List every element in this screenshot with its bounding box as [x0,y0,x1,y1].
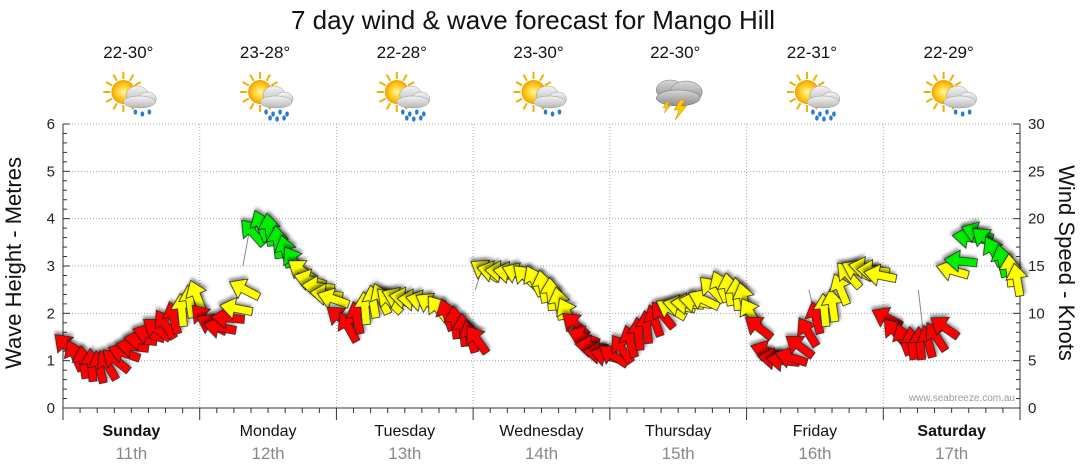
sun-cloud-rain-icon [923,72,977,117]
y-tick-label-left: 4 [47,211,55,228]
day-date-label: 14th [525,444,558,463]
day-date-label: 13th [388,444,421,463]
wind-arrow [210,306,246,330]
storm-cloud-icon [655,79,703,121]
wind-arrow [935,258,970,282]
y-tick-label-left: 3 [47,258,55,275]
chart-title: 7 day wind & wave forecast for Mango Hil… [291,5,775,35]
wind-arrow [785,335,816,360]
wind-arrow [863,263,898,287]
y-tick-label-right: 0 [1028,400,1036,417]
y-tick-label-right: 15 [1028,258,1045,275]
wind-arrow [219,296,254,320]
day-temp-label: 23-30° [513,43,563,62]
day-date-label: 11th [115,444,147,463]
day-name-label: Sunday [102,423,160,440]
wind-arrow [688,288,721,311]
y-tick-label-left: 1 [47,353,55,370]
sun-cloud-rain-icon [103,72,157,117]
wave-marker-line [242,232,250,267]
y-tick-label-right: 10 [1028,305,1045,322]
day-date-label: 12th [252,444,285,463]
day-name-label: Monday [240,423,297,440]
sun-cloud-heavy-rain-icon [240,72,294,122]
wind-arrows [54,209,1029,385]
credit-text: www.seabreeze.com.au [908,393,1015,404]
wind-arrow [943,249,978,273]
y-tick-label-right: 5 [1028,353,1036,370]
wind-arrow [228,278,262,302]
day-temp-label: 22-31° [787,43,837,62]
sun-cloud-rain-icon [513,72,567,117]
day-labels: Sunday 11th Monday 12th Tuesday 13th Wednesday… [102,423,986,463]
wind-arrow [774,346,809,369]
day-name-label: Tuesday [374,423,435,440]
wind-arrow [820,288,845,323]
y-tick-label-right: 30 [1028,116,1045,133]
wind-arrow [185,279,208,314]
sun-cloud-heavy-rain-icon [376,72,431,122]
day-temp-label: 22-28° [377,43,427,62]
day-headers: 22-30° 23-28° 22-28° 23-30° 22-30° 22-31° 22-2… [103,43,977,122]
y-axis-left-label: Wave Height - Metres [1,157,26,369]
day-name-label: Saturday [917,423,986,440]
y-tick-label-right: 20 [1028,211,1045,228]
day-date-label: 15th [662,444,695,463]
day-temp-label: 22-30° [103,43,153,62]
day-temp-label: 22-30° [650,43,700,62]
wind-arrow [930,316,961,341]
wind-arrow [316,287,351,310]
day-name-label: Thursday [645,423,712,440]
day-date-label: 17th [935,444,968,463]
y-tick-label-left: 6 [47,116,55,133]
day-date-label: 16th [798,444,831,463]
y-tick-label-right: 25 [1028,163,1045,180]
wind-arrow [466,325,491,356]
y-tick-label-left: 5 [47,163,55,180]
wind-arrow [1005,262,1029,298]
axes: 0 1 2 3 4 5 6 0 5 10 15 20 25 30 [47,116,1045,420]
sun-cloud-heavy-rain-icon [786,72,841,122]
day-name-label: Wednesday [499,423,583,440]
day-temp-label: 23-28° [240,43,290,62]
day-temp-label: 22-29° [924,43,974,62]
y-axis-right-label: Wind Speed - Knots [1054,165,1079,361]
y-tick-label-left: 2 [47,305,55,322]
day-name-label: Friday [793,423,837,440]
wind-arrow [202,315,238,339]
wind-arrow [744,316,775,342]
y-tick-label-left: 0 [47,400,55,417]
